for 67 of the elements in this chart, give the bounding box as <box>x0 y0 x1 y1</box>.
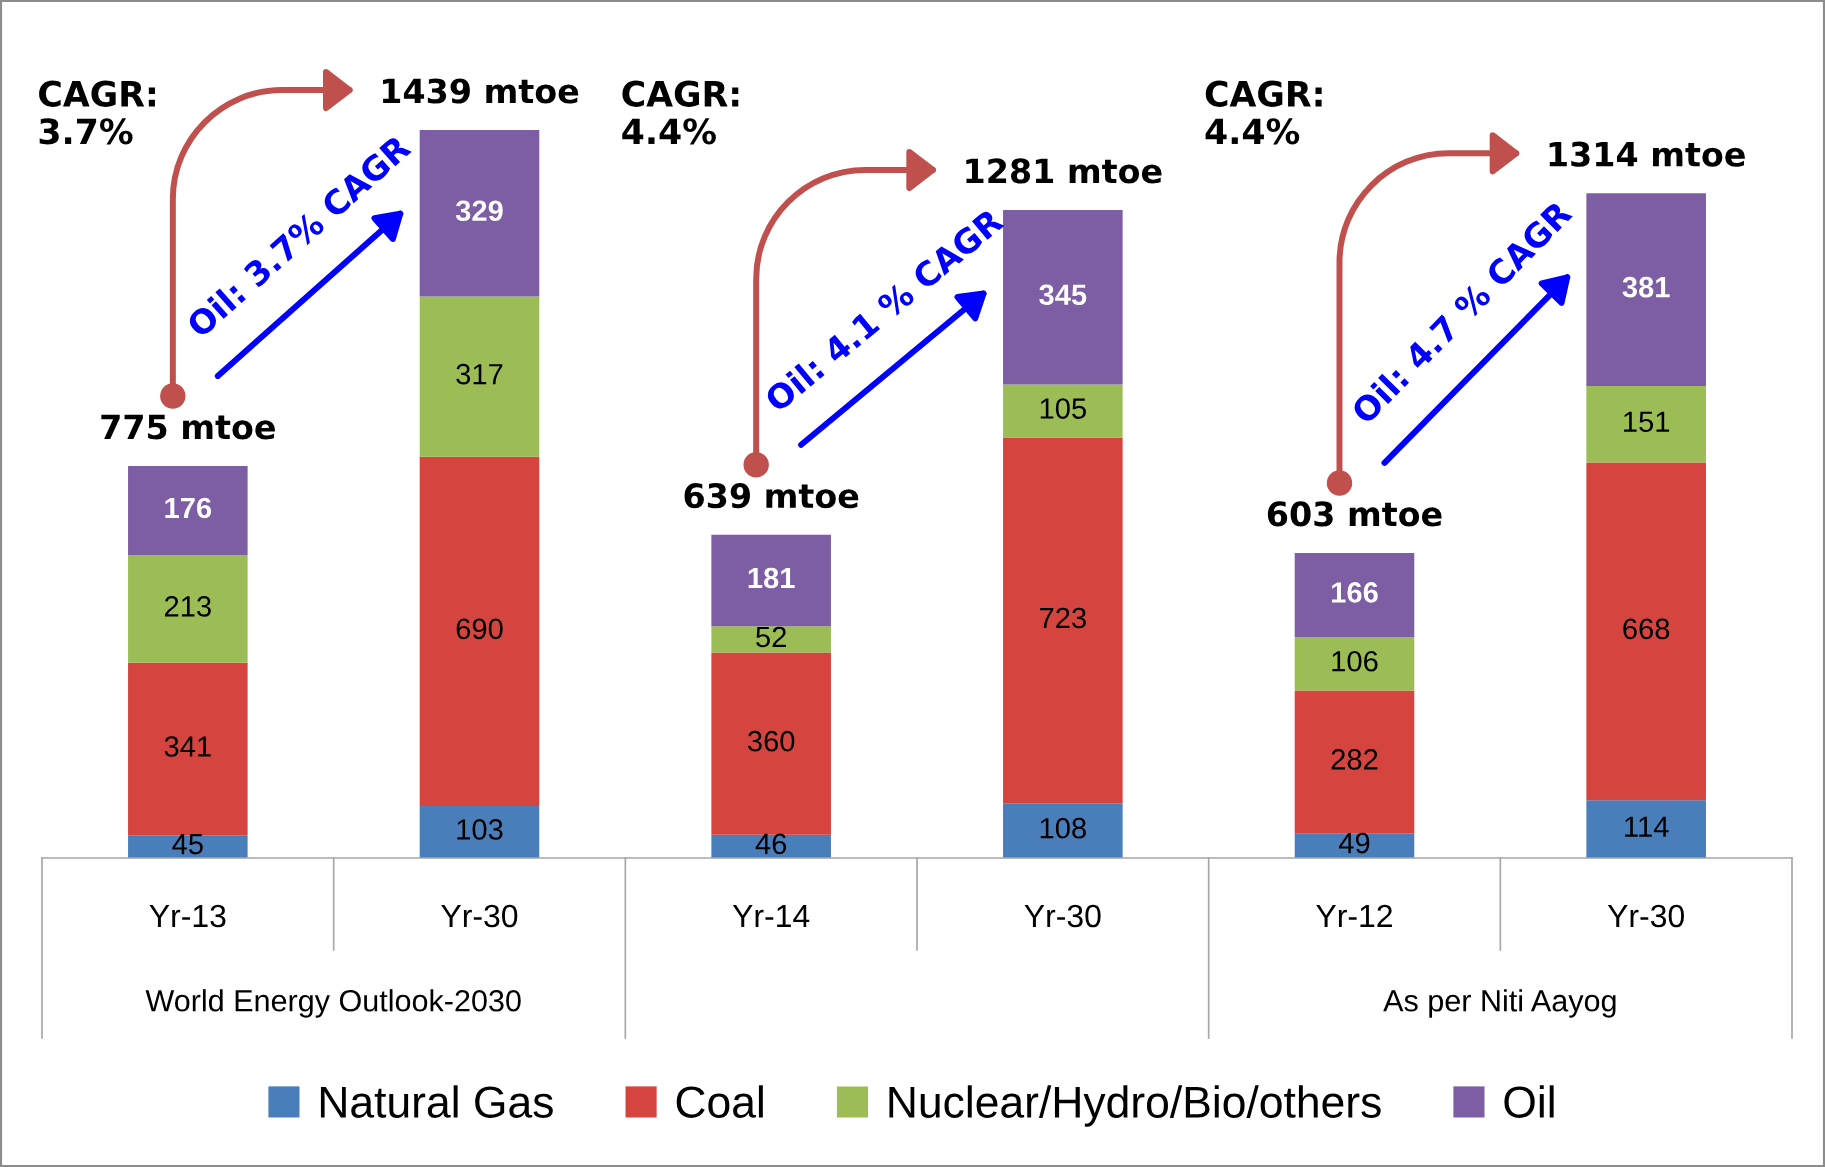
x-tick-label: Yr-30 <box>441 904 518 928</box>
text: CAGR: 4.4% <box>1205 80 1322 145</box>
bar <box>1586 462 1706 801</box>
bar <box>1586 386 1706 463</box>
bar <box>1003 384 1123 438</box>
data-label: 341 <box>164 736 211 757</box>
bar <box>128 662 248 836</box>
x-tick-label: Yr-14 <box>732 905 810 927</box>
data-label: 106 <box>1332 650 1378 672</box>
x-tick-label: Yr-13 <box>149 904 226 928</box>
bar <box>711 626 831 653</box>
total-label: 1281 mtoe <box>966 158 1162 184</box>
data-label: 114 <box>1625 816 1669 837</box>
data-label: 213 <box>164 596 211 617</box>
data-label: 52 <box>756 626 786 648</box>
data-label: 49 <box>1338 832 1370 854</box>
bar <box>1003 803 1123 858</box>
bar <box>419 456 540 806</box>
x-tick-label: Yr-30 <box>1607 904 1684 928</box>
x-tick-label: Yr-12 <box>1316 904 1392 927</box>
bar <box>128 465 248 555</box>
total-label: 775 mtoe <box>101 414 275 440</box>
bar <box>1586 193 1706 387</box>
data-label: 45 <box>172 834 203 855</box>
bar <box>1003 209 1123 385</box>
data-label: 360 <box>747 730 795 752</box>
data-label: 181 <box>748 567 795 589</box>
bar <box>1294 552 1415 637</box>
x-axis-title: As per Niti Aayog <box>1383 989 1616 1018</box>
total-label: 1439 mtoe <box>382 78 579 104</box>
bar <box>419 296 540 457</box>
legend-label: Coal <box>676 1085 763 1118</box>
data-label: 723 <box>1040 607 1086 629</box>
bar <box>1586 800 1706 858</box>
data-label: 166 <box>1332 582 1378 603</box>
data-label: 329 <box>455 200 503 222</box>
data-label: 108 <box>1040 817 1086 839</box>
bar <box>1294 636 1415 691</box>
x-axis-title: World Energy Outlook-2030 <box>145 989 521 1018</box>
bar <box>711 652 831 835</box>
data-label: 46 <box>755 833 787 855</box>
data-label: 381 <box>1622 276 1670 298</box>
annotation: CAGR: 3.7% <box>39 80 155 145</box>
bar <box>419 805 540 858</box>
total-label: 603 mtoe <box>1267 501 1442 527</box>
bar <box>128 835 248 858</box>
bar <box>1003 437 1123 804</box>
total-label: 639 mtoe <box>684 483 859 509</box>
total-label: 1314 mtoe <box>1549 141 1745 167</box>
data-label: 317 <box>456 363 503 385</box>
legend-label: Nuclear/Hydro/Bio/others <box>889 1085 1381 1127</box>
data-label: 103 <box>457 819 503 840</box>
data-label: 176 <box>165 497 212 519</box>
bar <box>128 554 248 663</box>
x-tick-label: Yr-30 <box>1024 904 1101 928</box>
bar <box>1294 690 1415 834</box>
data-label: 690 <box>456 618 503 640</box>
data-label: 105 <box>1040 398 1086 419</box>
data-label: 668 <box>1623 618 1670 640</box>
bar <box>419 130 540 297</box>
legend-label: Natural Gas <box>320 1085 553 1118</box>
data-label: 345 <box>1039 284 1087 306</box>
legend-label: Oil <box>1504 1085 1554 1118</box>
bar <box>711 534 831 627</box>
data-label: 282 <box>1331 749 1378 770</box>
data-label: 151 <box>1624 411 1670 433</box>
annotation: CAGR: 4.4% <box>622 80 739 145</box>
